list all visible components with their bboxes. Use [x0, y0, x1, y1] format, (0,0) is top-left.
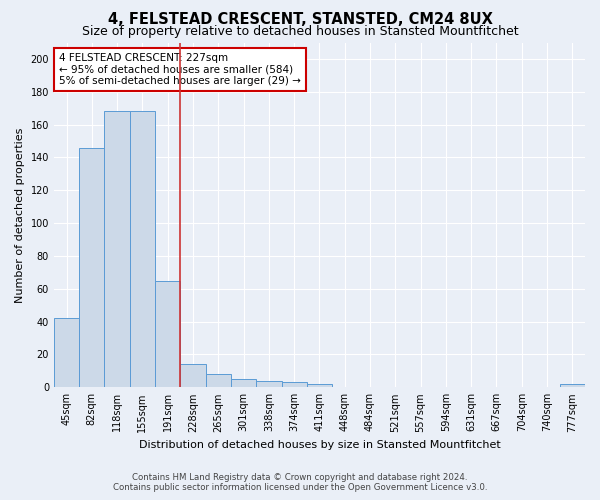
Bar — [79, 148, 104, 388]
Bar — [281, 382, 307, 388]
Bar — [54, 318, 79, 388]
Bar — [206, 374, 231, 388]
Bar — [231, 379, 256, 388]
Bar — [560, 384, 585, 388]
Bar — [256, 380, 281, 388]
Text: Size of property relative to detached houses in Stansted Mountfitchet: Size of property relative to detached ho… — [82, 25, 518, 38]
Bar — [181, 364, 206, 388]
Text: Contains HM Land Registry data © Crown copyright and database right 2024.
Contai: Contains HM Land Registry data © Crown c… — [113, 473, 487, 492]
X-axis label: Distribution of detached houses by size in Stansted Mountfitchet: Distribution of detached houses by size … — [139, 440, 500, 450]
Y-axis label: Number of detached properties: Number of detached properties — [15, 127, 25, 302]
Bar — [130, 112, 155, 388]
Bar — [307, 384, 332, 388]
Bar — [104, 112, 130, 388]
Text: 4, FELSTEAD CRESCENT, STANSTED, CM24 8UX: 4, FELSTEAD CRESCENT, STANSTED, CM24 8UX — [107, 12, 493, 28]
Bar — [155, 280, 181, 388]
Text: 4 FELSTEAD CRESCENT: 227sqm
← 95% of detached houses are smaller (584)
5% of sem: 4 FELSTEAD CRESCENT: 227sqm ← 95% of det… — [59, 53, 301, 86]
